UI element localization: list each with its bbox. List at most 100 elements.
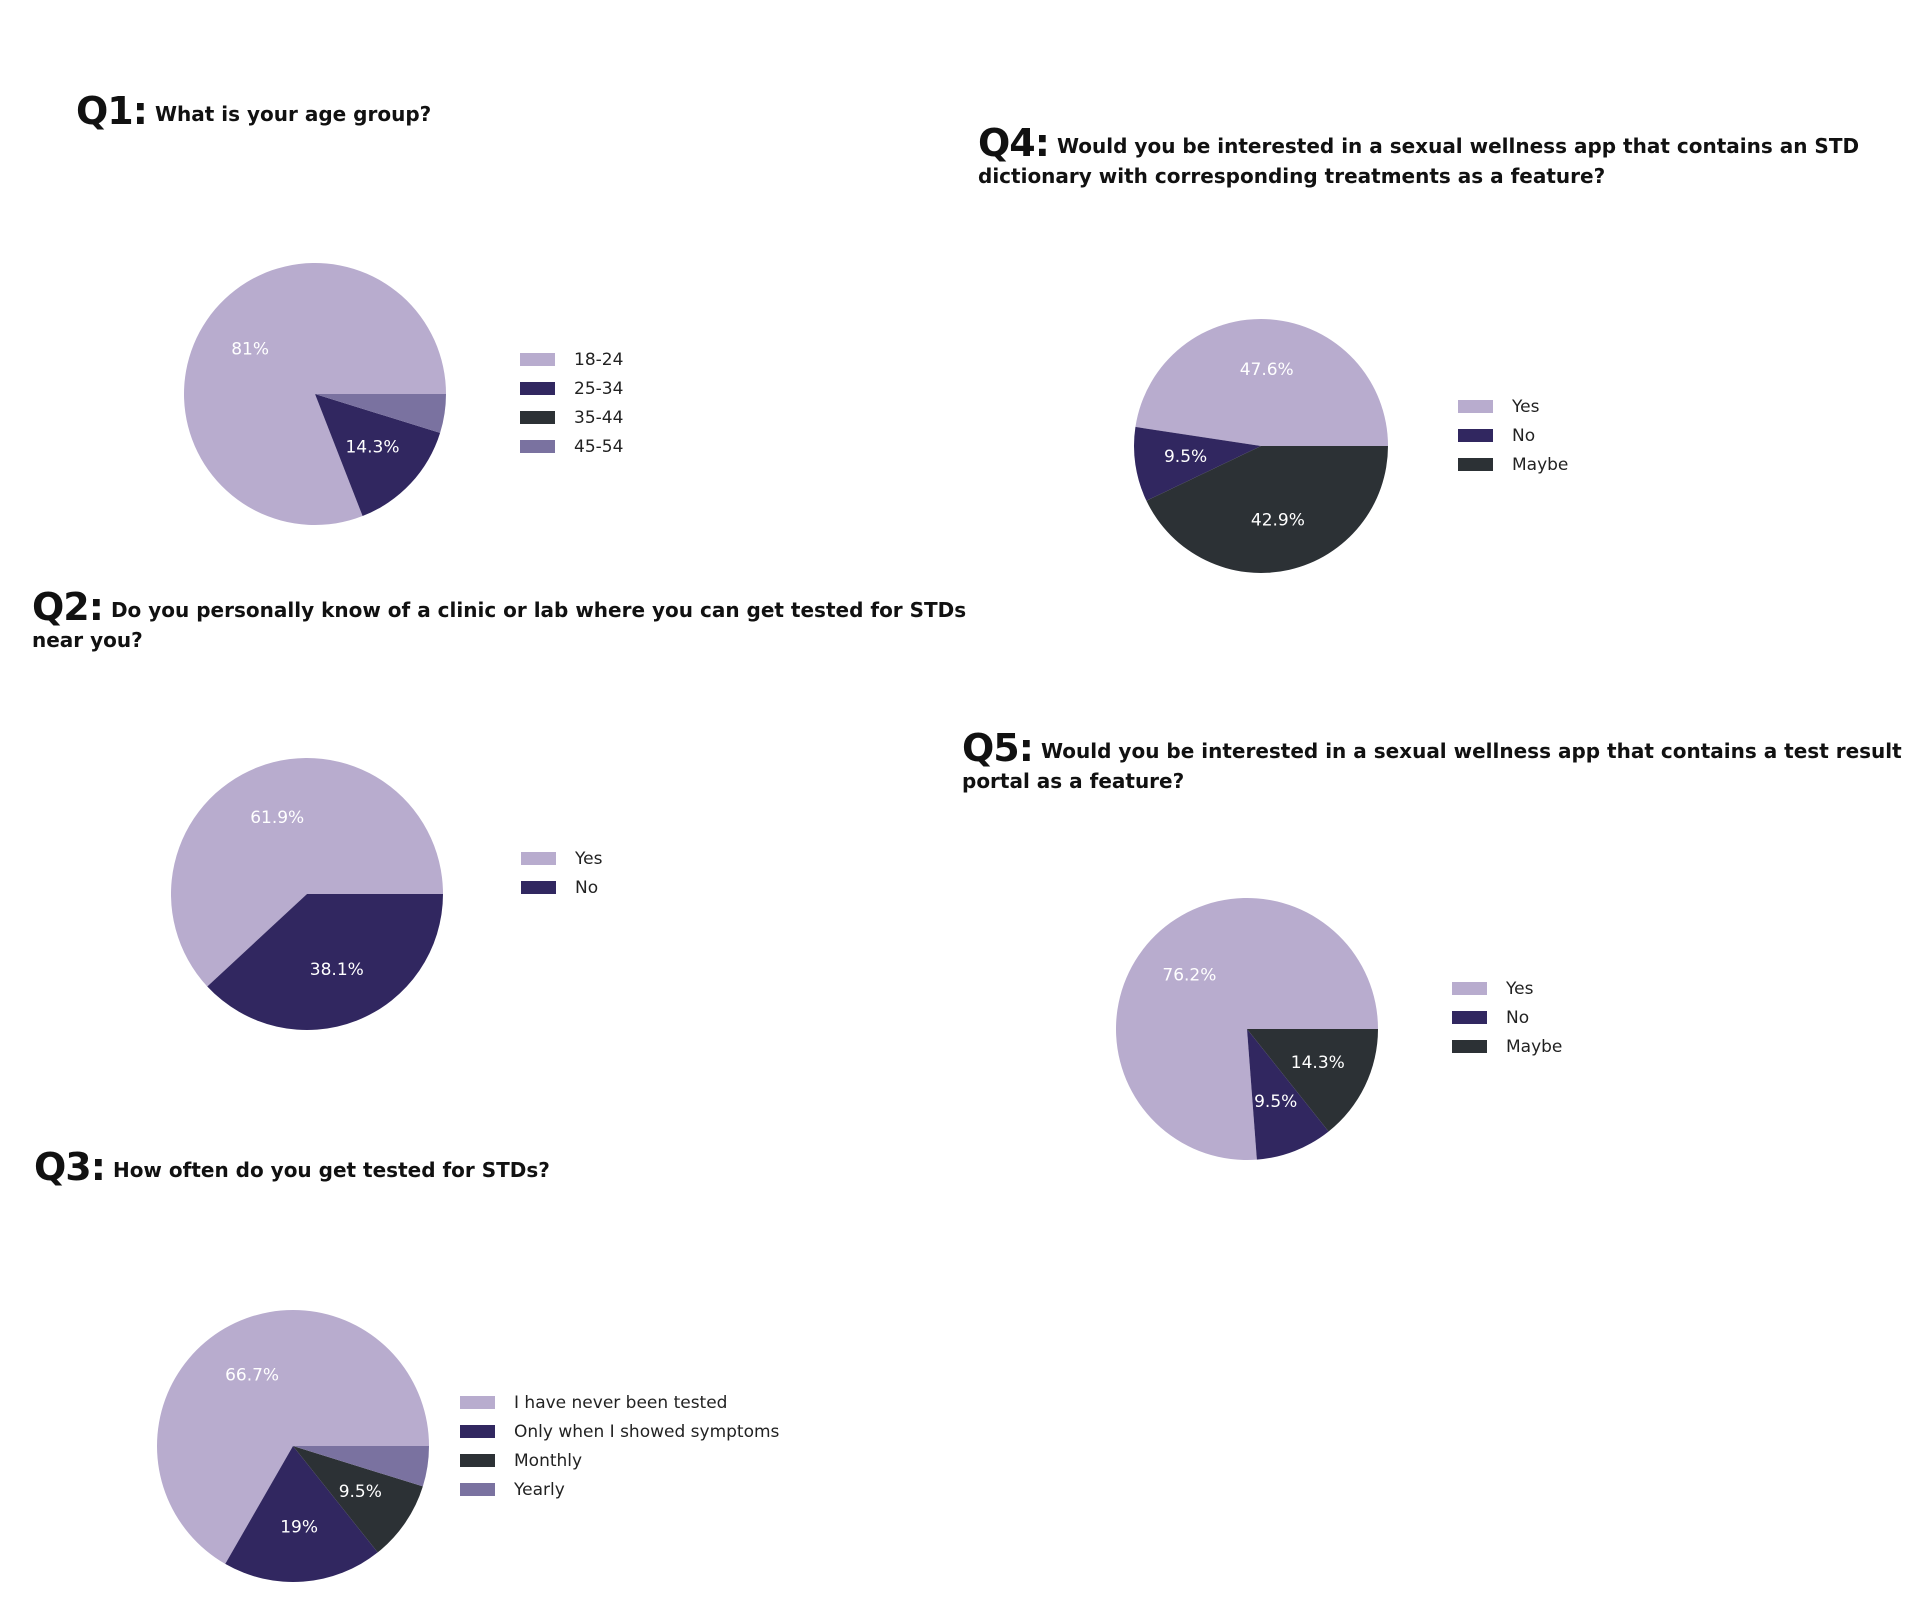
q5-pie-chart: 76.2% 9.5% 14.3%	[1116, 898, 1378, 1161]
q5-slice-yes	[1116, 898, 1378, 1161]
q5-legend-label-yes: Yes	[1506, 978, 1534, 999]
q5-legend-label-no: No	[1506, 1007, 1530, 1028]
q1-slice-label-25-34: 14.3%	[345, 438, 399, 458]
q4-question: Would you be interested in a sexual well…	[978, 134, 1860, 188]
q3-legend-swatch-i-have-never-been-tested	[460, 1396, 495, 1409]
q4-slice-label-no: 9.5%	[1164, 447, 1207, 467]
q2-legend-label-yes: Yes	[575, 848, 603, 869]
q4-slice-maybe	[1146, 446, 1388, 573]
q4-legend-item-maybe: Maybe	[1458, 450, 1568, 479]
q4-legend-swatch-no	[1458, 429, 1493, 442]
q5-legend-label-maybe: Maybe	[1506, 1036, 1563, 1057]
q5-slice-label-no: 9.5%	[1254, 1092, 1297, 1112]
q5-legend-item-no: No	[1452, 1003, 1562, 1032]
q5-legend: Yes No Maybe	[1452, 974, 1562, 1061]
q2-legend: Yes No	[521, 844, 602, 902]
q2-legend-item-no: No	[521, 873, 602, 902]
q1-slice-45-54	[315, 394, 446, 433]
q1-slice-25-34	[315, 394, 441, 517]
q4-slice-no	[1133, 426, 1261, 501]
q2-pie-chart: 61.9% 38.1%	[170, 757, 443, 1030]
q5-slice-label-maybe: 14.3%	[1291, 1053, 1345, 1073]
q1-legend-swatch-18-24	[520, 353, 555, 366]
q3-legend-label-only-when-i-showed-symptoms: Only when I showed symptoms	[514, 1421, 780, 1442]
q5-slice-no	[1247, 1029, 1329, 1160]
q1-legend-item-18-24: 18-24	[520, 345, 623, 374]
q5-legend-swatch-no	[1452, 1011, 1487, 1024]
q3-legend-item-i-have-never-been-tested: I have never been tested	[460, 1388, 779, 1417]
q3-slice-monthly	[293, 1446, 423, 1553]
q1-legend-label-35-44: 35-44	[574, 407, 624, 428]
q1-legend-swatch-35-44	[520, 411, 555, 424]
q1-legend-item-35-44: 35-44	[520, 403, 623, 432]
q4-legend-item-yes: Yes	[1458, 392, 1568, 421]
q1-slice-18-24	[184, 262, 446, 525]
q4-legend-label-maybe: Maybe	[1512, 454, 1569, 475]
q1-pie-chart: 81% 14.3%	[184, 262, 446, 525]
q2-legend-label-no: No	[575, 877, 599, 898]
q2-heading: Q2: Do you personally know of a clinic or…	[32, 588, 972, 655]
q2-legend-swatch-yes	[521, 852, 556, 865]
q3-slice-i-have-never-been-tested	[157, 1309, 429, 1564]
q4-heading: Q4: Would you be interested in a sexual w…	[978, 124, 1913, 191]
q1-number: Q1:	[76, 89, 148, 133]
q5-question: Would you be interested in a sexual well…	[962, 739, 1902, 793]
q1-question: What is your age group?	[154, 102, 432, 126]
q5-legend-item-yes: Yes	[1452, 974, 1562, 1003]
q4-legend-swatch-yes	[1458, 400, 1493, 413]
q3-legend-item-yearly: Yearly	[460, 1475, 779, 1504]
q2-slice-label-no: 38.1%	[310, 960, 364, 980]
q1-legend-item-45-54: 45-54	[520, 432, 623, 461]
q5-number: Q5:	[962, 726, 1034, 770]
q2-legend-item-yes: Yes	[521, 844, 602, 873]
q3-legend-item-monthly: Monthly	[460, 1446, 779, 1475]
q1-legend-label-25-34: 25-34	[574, 378, 624, 399]
q3-legend-label-i-have-never-been-tested: I have never been tested	[514, 1392, 728, 1413]
q3-legend-label-monthly: Monthly	[514, 1450, 583, 1471]
q4-legend: Yes No Maybe	[1458, 392, 1568, 479]
q1-legend-swatch-45-54	[520, 440, 555, 453]
q4-number: Q4:	[978, 121, 1050, 165]
q3-legend: I have never been tested Only when I show…	[460, 1388, 779, 1504]
q3-slice-label-monthly: 9.5%	[339, 1482, 382, 1502]
q5-slice-label-yes: 76.2%	[1162, 966, 1216, 986]
q3-legend-label-yearly: Yearly	[514, 1479, 565, 1500]
q2-legend-swatch-no	[521, 881, 556, 894]
q2-question: Do you personally know of a clinic or la…	[32, 598, 967, 652]
q4-slice-label-maybe: 42.9%	[1251, 510, 1305, 530]
q4-pie-chart: 47.6% 9.5% 42.9%	[1133, 318, 1388, 573]
q2-slice-yes	[170, 757, 443, 987]
q5-slice-maybe	[1247, 1029, 1378, 1132]
q4-legend-label-no: No	[1512, 425, 1536, 446]
q3-question: How often do you get tested for STDs?	[112, 1158, 550, 1182]
q1-legend-label-45-54: 45-54	[574, 436, 624, 457]
q1-legend: 18-24 25-34 35-44 45-54	[520, 345, 623, 461]
q5-legend-swatch-maybe	[1452, 1040, 1487, 1053]
q3-slice-label-i-have-never-been-tested: 66.7%	[225, 1365, 279, 1385]
q5-heading: Q5: Would you be interested in a sexual w…	[962, 729, 1902, 796]
q1-legend-item-25-34: 25-34	[520, 374, 623, 403]
q2-slice-label-yes: 61.9%	[250, 808, 304, 828]
q3-legend-swatch-yearly	[460, 1483, 495, 1496]
q3-number: Q3:	[34, 1145, 106, 1189]
q3-legend-swatch-only-when-i-showed-symptoms	[460, 1425, 495, 1438]
q4-slice-label-yes: 47.6%	[1240, 360, 1294, 380]
q1-legend-label-18-24: 18-24	[574, 349, 624, 370]
q5-legend-swatch-yes	[1452, 982, 1487, 995]
q3-heading: Q3: How often do you get tested for STDs?	[34, 1148, 734, 1186]
q3-legend-item-only-when-i-showed-symptoms: Only when I showed symptoms	[460, 1417, 779, 1446]
q4-legend-item-no: No	[1458, 421, 1568, 450]
q5-legend-item-maybe: Maybe	[1452, 1032, 1562, 1061]
q2-slice-no	[207, 894, 443, 1030]
q3-slice-yearly	[293, 1446, 429, 1487]
q3-slice-only-when-i-showed-symptoms	[225, 1446, 378, 1583]
q3-legend-swatch-monthly	[460, 1454, 495, 1467]
q3-pie-chart: 66.7% 19% 9.5%	[157, 1309, 429, 1583]
q3-slice-label-only-when-i-showed-symptoms: 19%	[280, 1517, 318, 1537]
q4-slice-yes	[1135, 318, 1388, 446]
q4-legend-label-yes: Yes	[1512, 396, 1540, 417]
q1-heading: Q1: What is your age group?	[76, 92, 776, 130]
q2-number: Q2:	[32, 585, 104, 629]
q1-slice-label-18-24: 81%	[231, 340, 269, 360]
q4-legend-swatch-maybe	[1458, 458, 1493, 471]
